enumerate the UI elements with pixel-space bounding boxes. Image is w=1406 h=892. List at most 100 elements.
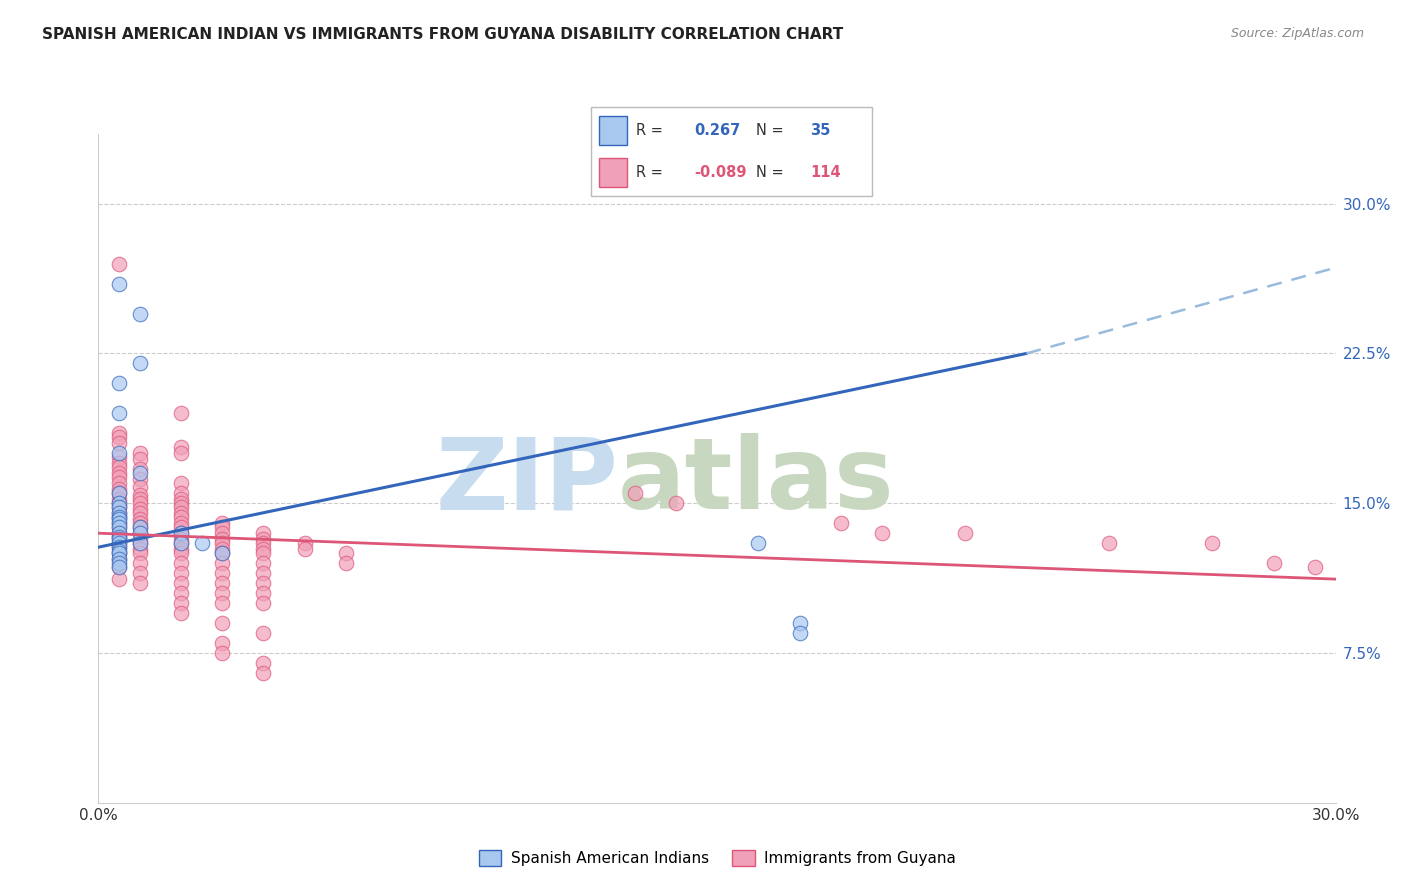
- Point: [108, 544, 131, 558]
- Point: [211, 516, 233, 531]
- Point: [170, 496, 193, 510]
- Point: [170, 506, 193, 520]
- Point: [170, 446, 193, 460]
- Point: [252, 626, 274, 640]
- Point: [252, 536, 274, 550]
- Point: [108, 257, 131, 271]
- Point: [108, 406, 131, 420]
- Text: 0.267: 0.267: [695, 123, 741, 138]
- Point: [108, 530, 131, 544]
- Point: [623, 486, 645, 500]
- Point: [170, 536, 193, 550]
- Legend: Spanish American Indians, Immigrants from Guyana: Spanish American Indians, Immigrants fro…: [472, 844, 962, 872]
- Point: [170, 546, 193, 560]
- Point: [870, 526, 893, 541]
- Point: [128, 556, 150, 570]
- Point: [190, 536, 212, 550]
- Point: [108, 470, 131, 484]
- Point: [170, 606, 193, 620]
- Point: [108, 496, 131, 510]
- Point: [170, 586, 193, 600]
- Point: [1201, 536, 1223, 550]
- Point: [294, 536, 316, 550]
- Point: [128, 546, 150, 560]
- Point: [128, 492, 150, 507]
- Point: [128, 566, 150, 581]
- Point: [108, 430, 131, 444]
- Point: [211, 542, 233, 557]
- Point: [108, 572, 131, 586]
- Text: N =: N =: [756, 123, 789, 138]
- Point: [128, 520, 150, 534]
- Point: [211, 520, 233, 534]
- Point: [128, 480, 150, 494]
- Point: [170, 510, 193, 524]
- FancyBboxPatch shape: [599, 116, 627, 145]
- Text: 114: 114: [810, 165, 841, 180]
- Point: [128, 516, 150, 531]
- Point: [789, 626, 811, 640]
- Point: [211, 546, 233, 560]
- Point: [252, 566, 274, 581]
- Point: [170, 440, 193, 454]
- Point: [1098, 536, 1121, 550]
- Point: [108, 486, 131, 500]
- Point: [108, 450, 131, 465]
- Point: [128, 467, 150, 481]
- Text: Source: ZipAtlas.com: Source: ZipAtlas.com: [1230, 27, 1364, 40]
- Point: [211, 596, 233, 610]
- Point: [108, 520, 131, 534]
- Point: [108, 510, 131, 524]
- Point: [108, 500, 131, 515]
- Text: -0.089: -0.089: [695, 165, 747, 180]
- Point: [211, 526, 233, 541]
- Point: [830, 516, 852, 531]
- Point: [170, 406, 193, 420]
- Point: [252, 526, 274, 541]
- Point: [128, 520, 150, 534]
- Point: [108, 536, 131, 550]
- Point: [211, 576, 233, 591]
- Point: [108, 483, 131, 497]
- Point: [335, 546, 357, 560]
- Point: [294, 542, 316, 557]
- Point: [108, 546, 131, 560]
- Point: [170, 516, 193, 531]
- Point: [128, 506, 150, 520]
- Point: [108, 446, 131, 460]
- Point: [108, 530, 131, 544]
- Point: [211, 646, 233, 660]
- Point: [170, 542, 193, 557]
- Point: [211, 636, 233, 650]
- Point: [128, 488, 150, 502]
- Text: R =: R =: [636, 123, 666, 138]
- Point: [170, 526, 193, 541]
- Point: [128, 496, 150, 510]
- Point: [108, 486, 131, 500]
- Point: [108, 552, 131, 566]
- Point: [108, 526, 131, 541]
- Text: N =: N =: [756, 165, 789, 180]
- Point: [211, 532, 233, 546]
- Point: [108, 467, 131, 481]
- Point: [128, 356, 150, 370]
- Point: [170, 520, 193, 534]
- Point: [128, 532, 150, 546]
- Point: [108, 526, 131, 541]
- Point: [170, 500, 193, 515]
- Point: [1303, 560, 1326, 574]
- Point: [108, 506, 131, 520]
- Point: [108, 476, 131, 491]
- Point: [108, 560, 131, 574]
- Point: [211, 536, 233, 550]
- Point: [128, 526, 150, 541]
- Point: [108, 536, 131, 550]
- Point: [128, 536, 150, 550]
- Point: [108, 456, 131, 470]
- Point: [170, 486, 193, 500]
- Point: [108, 512, 131, 526]
- Point: [128, 576, 150, 591]
- Point: [128, 502, 150, 516]
- Point: [747, 536, 769, 550]
- Point: [252, 656, 274, 670]
